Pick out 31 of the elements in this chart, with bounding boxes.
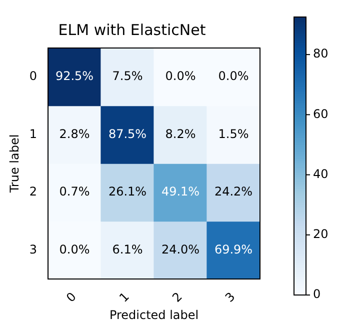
data-label: 8.2% <box>165 126 196 141</box>
data-label: 24.2% <box>214 184 253 199</box>
data-label: 7.5% <box>112 69 143 83</box>
data-label: 26.1% <box>108 184 147 199</box>
y-tick-label: 3 <box>29 242 38 256</box>
y-tick-label: 0 <box>29 69 38 83</box>
data-label: 0.0% <box>59 242 90 256</box>
x-tick-label: 3 <box>222 290 238 305</box>
color-bar-label: 40 <box>313 166 328 181</box>
x-tick-label: 0 <box>64 290 79 305</box>
data-label: 69.9% <box>214 242 253 256</box>
data-label: 49.1% <box>161 184 200 199</box>
data-label: 0.7% <box>59 184 90 199</box>
color-bar-label: 80 <box>313 46 328 61</box>
data-label: 6.1% <box>112 242 143 256</box>
y-tick-label: 2 <box>29 184 38 199</box>
color-bar-label: 60 <box>313 106 328 121</box>
data-label: 0.0% <box>218 69 249 83</box>
chart-title: ELM with ElasticNet <box>58 20 206 39</box>
data-label: 87.5% <box>108 126 147 141</box>
x-tick-label: 2 <box>170 290 185 305</box>
data-label: 1.5% <box>218 126 249 141</box>
data-label: 24.0% <box>161 242 200 256</box>
x-tick-label: 1 <box>116 290 132 305</box>
data-label: 92.5% <box>55 69 94 83</box>
data-label: 2.8% <box>59 126 90 141</box>
color-bar-label: 20 <box>313 227 328 242</box>
x-axis-title: Predicted label <box>109 308 199 322</box>
data-label: 0.0% <box>165 69 196 83</box>
y-tick-label: 1 <box>29 126 38 141</box>
y-axis-title: True label <box>7 134 22 194</box>
